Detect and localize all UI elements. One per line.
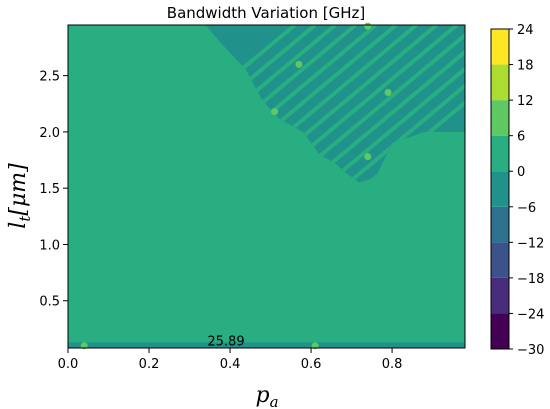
y-tick-label: 2.5 (39, 70, 60, 85)
colorbar-tick-label: −18 (517, 272, 544, 287)
colorbar-tick-label: 0 (517, 165, 525, 180)
y-axis-label-unit: [μm] (6, 163, 31, 216)
plot-area (67, 22, 466, 350)
contour-peak-spot (80, 342, 88, 350)
x-tick-label: 0.8 (382, 357, 403, 372)
x-tick-label: 0.4 (220, 357, 241, 372)
colorbar-tick-label: −12 (517, 236, 544, 251)
colorbar-segment (491, 135, 509, 172)
contour-stripe (205, 25, 317, 183)
colorbar-segment (491, 277, 509, 314)
y-axis-label-main: l (6, 222, 31, 229)
x-axis-label: pa (255, 383, 278, 409)
colorbar-segment (491, 64, 509, 101)
y-axis: 0.5 1.0 1.5 2.0 2.5 (39, 70, 68, 310)
y-tick-label: 1.0 (39, 238, 60, 253)
x-tick-label: 0.0 (58, 357, 79, 372)
colorbar-tick-label: 24 (517, 23, 534, 38)
chart-title: Bandwidth Variation [GHz] (167, 4, 365, 22)
contour-peak-spot (364, 153, 372, 161)
x-tick-label: 0.2 (139, 357, 160, 372)
contour-peak-spot (271, 108, 279, 116)
colorbar-segment (491, 29, 509, 65)
colorbar-tick-label: 12 (517, 94, 534, 109)
contour-stripe (205, 25, 297, 183)
y-axis-label: lt[μm] (6, 163, 34, 229)
colorbar-segment (491, 171, 509, 207)
colorbar-segment (491, 206, 509, 243)
y-tick-label: 1.5 (39, 182, 60, 197)
plot-border (67, 24, 466, 349)
x-axis-label-main: p (255, 383, 269, 408)
y-tick-label: 2.0 (39, 126, 60, 141)
contour-peak-spot (384, 89, 392, 97)
y-axis-label-sub: t (16, 215, 34, 222)
annotation-label: 25.89 (207, 335, 244, 350)
colorbar-segment (491, 242, 509, 278)
contour-peak-spot (295, 60, 303, 68)
contour-peak-spot (311, 342, 319, 350)
colorbar-tick-label: −6 (517, 201, 536, 216)
colorbar-border (490, 28, 510, 350)
contour-bottom-band (68, 342, 465, 348)
colorbar-tick-label: 6 (517, 130, 525, 145)
colorbar: −30 −24 −18 −12 −6 0 6 12 18 24 (490, 23, 544, 358)
x-tick-label: 0.6 (301, 357, 322, 372)
colorbar-tick-label: −24 (517, 307, 544, 322)
x-axis: 0.0 0.2 0.4 0.6 0.8 (58, 348, 403, 372)
colorbar-segment (491, 313, 509, 349)
contour-peak-spot (364, 22, 372, 30)
colorbar-tick-label: −30 (517, 343, 544, 358)
colorbar-segment (491, 100, 509, 136)
colorbar-tick-label: 18 (517, 59, 534, 74)
x-axis-label-sub: a (270, 393, 279, 409)
y-tick-label: 0.5 (39, 295, 60, 310)
